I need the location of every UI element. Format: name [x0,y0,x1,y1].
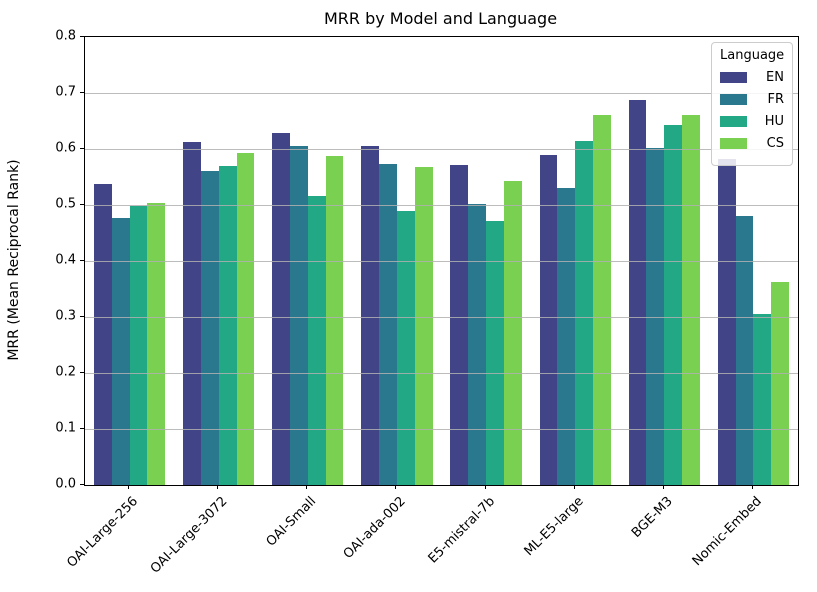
x-tick-mark-E5-mistral-7b [484,485,486,489]
bar-FR-OAI-Large-3072 [200,170,219,485]
bar-CS-OAI-Small [325,156,344,485]
bar-EN-BGE-M3 [628,100,647,485]
x-tick-mark-OAI-ada-002 [395,485,397,489]
x-tick-mark-OAI-Large-256 [128,485,130,489]
bar-CS-Nomic-Embed [771,282,790,485]
bar-EN-Nomic-Embed [717,158,736,485]
legend-row-FR: FR [720,92,784,107]
bar-CS-ML-E5-large [593,115,611,485]
legend-swatch-FR [720,94,747,105]
bar-EN-E5-mistral-7b [450,164,469,485]
chart-title: MRR by Model and Language [323,9,558,28]
legend-label-CS: CS [766,136,784,151]
bar-CS-BGE-M3 [682,115,700,485]
legend-title: Language [720,48,785,63]
gridline-0.7 [85,92,798,94]
legend-row-HU: HU [720,114,784,129]
x-tick-mark-Nomic-Embed [751,485,753,489]
y-tick-label-0.2: 0.2 [55,364,76,380]
x-tick-label-Nomic-Embed: Nomic-Embed [689,494,766,570]
y-tick-mark-0.4 [80,259,84,261]
y-tick-label-0.1: 0.1 [55,420,76,436]
y-tick-mark-0.5 [80,203,84,205]
bar-EN-OAI-Large-3072 [183,142,201,485]
legend-label-HU: HU [764,114,784,129]
bar-HU-ML-E5-large [575,140,593,485]
x-tick-label-OAI-ada-002: OAI-ada-002 [340,494,409,562]
legend-label-FR: FR [767,92,784,107]
x-tick-mark-OAI-Large-3072 [217,485,219,489]
y-tick-mark-0.6 [80,147,84,149]
bar-EN-OAI-Small [272,133,290,485]
legend: Language EN FR HU CS [711,42,793,166]
legend-row-EN: EN [720,70,784,85]
y-tick-label-0.3: 0.3 [55,308,76,324]
bar-HU-Nomic-Embed [753,313,772,485]
x-tick-label-OAI-Large-3072: OAI-Large-3072 [147,494,231,577]
x-tick-label-BGE-M3: BGE-M3 [629,494,676,541]
bar-FR-OAI-Small [289,146,308,485]
x-tick-label-OAI-Small: OAI-Small [263,494,320,550]
plot-area [84,36,799,486]
x-tick-label-ML-E5-large: ML-E5-large [521,494,587,560]
bar-FR-OAI-Large-256 [111,217,130,485]
legend-swatch-EN [720,72,747,83]
y-tick-label-0.7: 0.7 [55,84,76,100]
bar-HU-OAI-Small [307,196,326,485]
bar-FR-ML-E5-large [557,187,576,485]
legend-row-CS: CS [720,136,784,151]
bar-HU-BGE-M3 [664,125,683,485]
bar-HU-OAI-ada-002 [396,210,415,485]
bar-EN-OAI-ada-002 [361,145,380,485]
y-tick-mark-0.3 [80,315,84,317]
bar-HU-OAI-Large-3072 [218,166,237,485]
x-tick-mark-OAI-Small [306,485,308,489]
y-tick-label-0.6: 0.6 [55,140,76,156]
bar-FR-BGE-M3 [646,148,665,485]
bar-EN-ML-E5-large [539,154,558,485]
bar-HU-E5-mistral-7b [486,221,504,485]
bar-CS-OAI-Large-256 [147,202,166,485]
bar-FR-E5-mistral-7b [468,203,487,485]
bar-EN-OAI-Large-256 [93,184,112,485]
bar-HU-OAI-Large-256 [129,206,148,485]
x-tick-mark-BGE-M3 [662,485,664,489]
bar-CS-OAI-ada-002 [414,166,433,485]
y-tick-label-0.0: 0.0 [55,476,76,492]
legend-label-EN: EN [766,70,784,85]
y-axis-label-text: MRR (Mean Reciprocal Rank) [6,159,22,361]
x-tick-mark-ML-E5-large [573,485,575,489]
y-tick-mark-0.7 [80,91,84,93]
legend-swatch-CS [720,138,747,149]
y-tick-label-0.4: 0.4 [55,252,76,268]
y-tick-mark-0.8 [80,35,84,37]
y-tick-label-0.8: 0.8 [55,28,76,44]
bar-CS-E5-mistral-7b [503,180,522,485]
bar-FR-OAI-ada-002 [379,164,397,485]
y-tick-mark-0.2 [80,371,84,373]
bar-FR-Nomic-Embed [735,216,754,485]
legend-swatch-HU [720,116,747,127]
bar-CS-OAI-Large-3072 [236,153,255,485]
y-tick-label-0.5: 0.5 [55,196,76,212]
x-tick-label-E5-mistral-7b: E5-mistral-7b [425,494,498,567]
x-tick-label-OAI-Large-256: OAI-Large-256 [64,494,142,571]
y-tick-mark-0.1 [80,427,84,429]
y-tick-mark-0.0 [80,483,84,485]
